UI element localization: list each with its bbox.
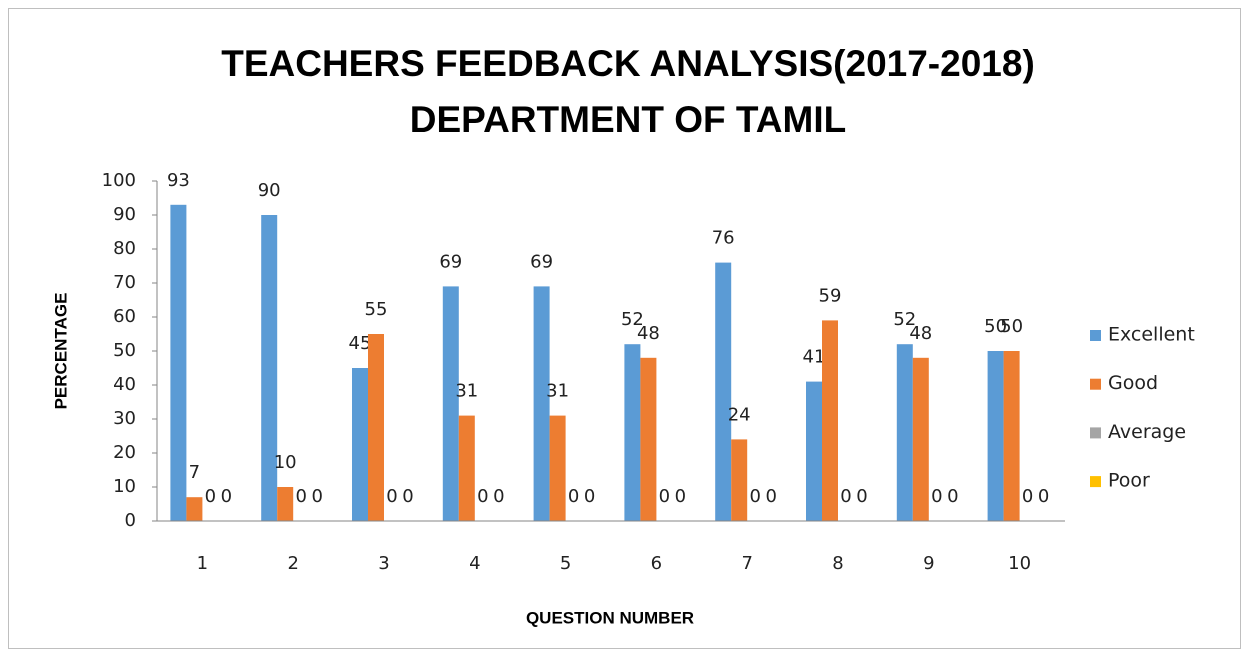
x-axis-title: QUESTION NUMBER [526,608,694,627]
bar [640,357,657,521]
bar [715,262,732,521]
data-label: 76 [712,228,735,249]
y-tick-label: 40 [113,374,136,395]
data-label: 0 [477,486,488,507]
y-tick-label: 10 [113,476,136,497]
y-axis-title: PERCENTAGE [51,293,70,410]
data-label: 0 [1038,486,1049,507]
x-tick-label: 1 [197,553,208,574]
data-label: 0 [584,486,595,507]
y-tick-label: 50 [113,340,136,361]
y-tick-label: 0 [125,510,136,531]
bar [912,357,929,521]
data-label: 0 [295,486,306,507]
data-label: 0 [931,486,942,507]
data-label: 0 [947,486,958,507]
data-label: 45 [349,333,372,354]
data-label: 0 [840,486,851,507]
bar [277,487,294,521]
y-tick-label: 60 [113,306,136,327]
x-tick-label: 6 [651,553,662,574]
data-label: 55 [365,299,388,320]
data-label: 90 [258,180,281,201]
data-label: 0 [675,486,686,507]
bar [624,344,641,521]
bar [442,286,459,521]
data-label: 0 [221,486,232,507]
x-tick-label: 5 [560,553,571,574]
data-label: 0 [659,486,670,507]
y-tick-label: 70 [113,272,136,293]
data-label: 41 [803,347,826,368]
x-tick-label: 4 [469,553,480,574]
data-label: 50 [984,316,1007,337]
legend-swatch [1090,378,1101,390]
x-tick-label: 8 [832,553,843,574]
y-tick-label: 90 [113,204,136,225]
bar [549,415,566,521]
legend-label: Excellent [1108,324,1195,346]
data-label: 69 [530,251,553,272]
data-label: 48 [909,323,932,344]
x-tick-label: 7 [741,553,752,574]
y-tick-label: 100 [102,170,136,191]
data-label: 0 [205,486,216,507]
bar [368,334,384,521]
data-label: 0 [493,486,504,507]
bar [261,215,278,521]
data-label: 24 [728,404,751,425]
data-label: 7 [189,462,200,483]
bar [1003,351,1020,521]
bar [352,368,368,521]
bar [533,286,550,521]
data-label: 50 [1000,316,1023,337]
data-label: 0 [856,486,867,507]
bar [987,351,1004,521]
data-label: 0 [311,486,322,507]
chart-border [8,8,1241,649]
data-label: 31 [455,381,478,402]
chart-title: TEACHERS FEEDBACK ANALYSIS(2017-2018) [221,43,1035,84]
bar [896,344,913,521]
legend-label: Average [1108,421,1186,443]
y-tick-label: 30 [113,408,136,429]
legend-swatch [1090,330,1101,341]
data-label: 48 [637,323,660,344]
x-tick-label: 9 [923,553,934,574]
legend-swatch [1090,427,1101,439]
data-label: 10 [274,452,297,473]
data-label: 0 [402,486,413,507]
x-tick-label: 10 [1008,553,1031,574]
legend-label: Poor [1108,470,1150,492]
y-tick-label: 20 [113,442,136,463]
x-tick-label: 2 [287,553,298,574]
bar [186,497,203,521]
bar [458,415,475,521]
bar [170,204,187,522]
chart-title: DEPARTMENT OF TAMIL [410,99,846,140]
data-label: 52 [621,309,644,330]
data-label: 0 [386,486,397,507]
data-label: 31 [546,381,569,402]
bar [731,439,748,521]
bar [822,320,838,521]
legend-swatch [1090,476,1101,488]
legend-label: Good [1108,372,1158,394]
bar [806,381,822,521]
data-label: 0 [749,486,760,507]
data-label: 93 [167,170,190,191]
data-label: 59 [819,285,842,306]
x-tick-label: 3 [378,553,389,574]
y-tick-label: 80 [113,238,136,259]
data-label: 0 [568,486,579,507]
data-label: 52 [893,309,916,330]
data-label: 69 [439,251,462,272]
data-label: 0 [1022,486,1033,507]
data-label: 0 [765,486,776,507]
